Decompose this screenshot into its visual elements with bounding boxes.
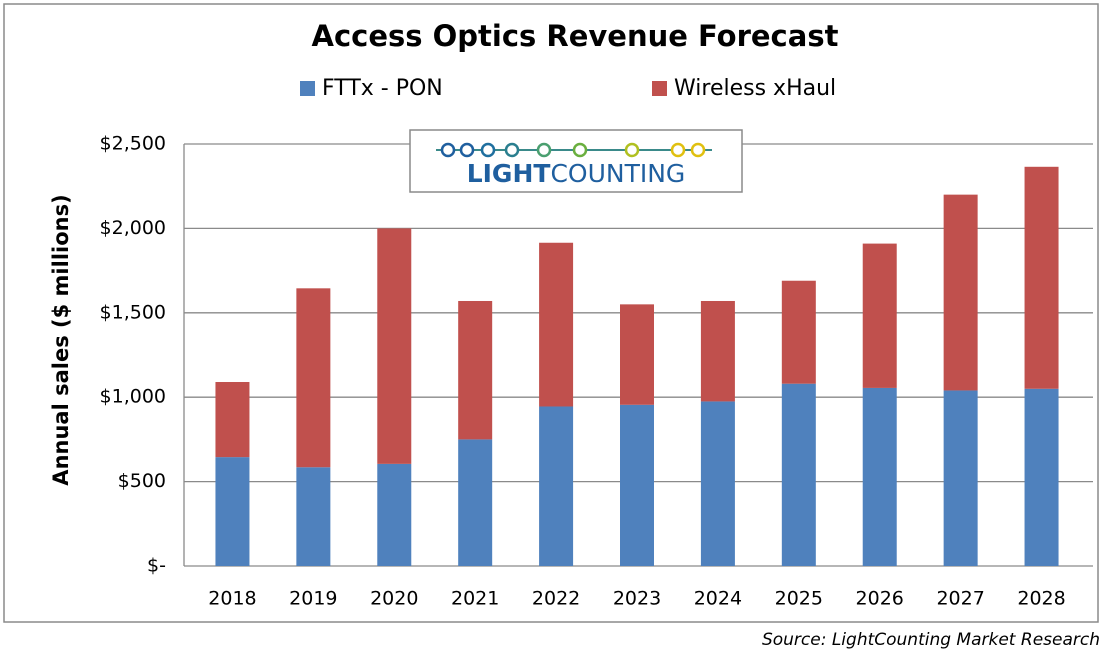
- chart-title: Access Optics Revenue Forecast: [312, 19, 839, 53]
- x-tick-label: 2021: [451, 588, 499, 610]
- x-tick-label: 2027: [936, 588, 984, 610]
- x-tick-label: 2019: [289, 588, 337, 610]
- bar-segment: [862, 243, 897, 388]
- y-tick-label: $2,000: [100, 217, 166, 239]
- legend-swatch: [652, 81, 667, 96]
- x-tick-label: 2018: [208, 588, 256, 610]
- bar-segment: [458, 300, 493, 440]
- y-tick-label: $-: [147, 555, 166, 577]
- logo-part2: COUNTING: [550, 159, 685, 188]
- x-tick-label: 2025: [775, 588, 823, 610]
- logo: LIGHTCOUNTING: [409, 129, 743, 193]
- x-tick-label: 2024: [694, 588, 742, 610]
- y-axis-title: Annual sales ($ millions): [49, 194, 73, 485]
- bar-segment: [781, 280, 816, 384]
- x-tick-label: 2026: [856, 588, 904, 610]
- y-tick-label: $2,500: [100, 133, 166, 155]
- y-tick-label: $500: [118, 470, 166, 492]
- bar-segment: [781, 383, 816, 566]
- bar-segment: [539, 242, 574, 407]
- x-tick-label: 2022: [532, 588, 580, 610]
- y-tick-label: $1,500: [100, 301, 166, 323]
- bar-segment: [700, 401, 735, 566]
- bar-segment: [215, 457, 250, 566]
- bar-segment: [620, 304, 654, 405]
- logo-box: [409, 129, 743, 193]
- bar-segment: [943, 194, 978, 391]
- bar-segment: [215, 382, 250, 458]
- x-tick-label: 2028: [1017, 588, 1065, 610]
- bar-segment: [296, 467, 331, 566]
- logo-text: LIGHTCOUNTING: [467, 159, 686, 188]
- legend-label: FTTx - PON: [322, 76, 443, 101]
- bar-segment: [1024, 388, 1059, 566]
- logo-dots: [440, 142, 706, 158]
- legend-swatch: [300, 81, 315, 96]
- bar-segment: [539, 406, 574, 566]
- bar-segment: [862, 387, 897, 566]
- source-note: Source: LightCounting Market Research: [762, 630, 1100, 650]
- bar-segment: [296, 288, 331, 468]
- bar-segment: [377, 463, 412, 566]
- x-tick-label: 2020: [370, 588, 418, 610]
- bar-segment: [377, 228, 412, 464]
- logo-part1: LIGHT: [467, 159, 551, 188]
- plot-area: $- $500 $1,000 $1,500 $2,000 $2,500 2018 2019 20…: [100, 133, 1093, 610]
- bar-segment: [620, 404, 654, 566]
- bar-segment: [1024, 166, 1059, 389]
- y-tick-label: $1,000: [100, 386, 166, 408]
- legend-label: Wireless xHaul: [674, 76, 836, 101]
- bar-segment: [458, 439, 493, 566]
- x-tick-label: 2023: [613, 588, 661, 610]
- bar-segment: [943, 390, 978, 566]
- bar-segment: [700, 300, 735, 402]
